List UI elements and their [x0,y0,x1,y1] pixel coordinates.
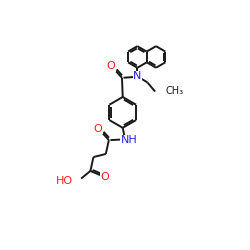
Text: O: O [107,61,116,71]
Text: O: O [101,172,110,182]
Text: HO: HO [56,176,74,186]
Text: O: O [94,124,102,134]
Text: NH: NH [120,135,137,145]
Text: CH₃: CH₃ [165,86,183,96]
Text: N: N [133,71,141,81]
